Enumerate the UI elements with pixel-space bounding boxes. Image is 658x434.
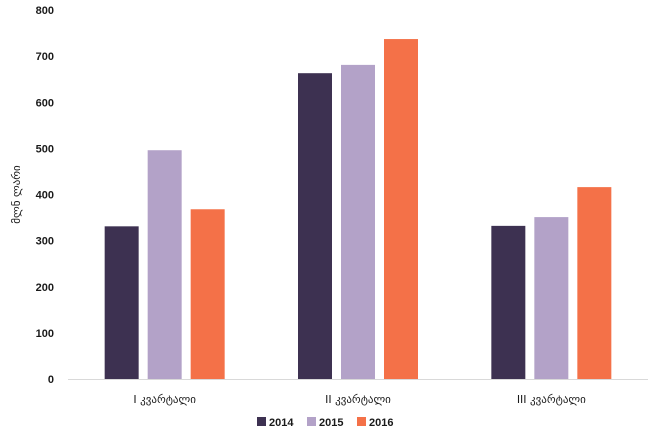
legend-swatch-2016 <box>357 417 366 426</box>
y-axis-ticks: 0 100 200 300 400 500 600 700 800 <box>36 5 54 386</box>
bar-2014-2 <box>298 73 332 379</box>
legend-swatch-2014 <box>257 417 266 426</box>
y-tick-label: 200 <box>36 282 54 294</box>
bars <box>104 39 612 380</box>
y-axis-title: მლნ ლარი <box>10 165 23 224</box>
legend-label-2014: 2014 <box>269 417 294 429</box>
y-tick-label: 100 <box>36 328 54 340</box>
legend-label-2016: 2016 <box>369 417 393 429</box>
legend-label-2015: 2015 <box>319 417 343 429</box>
category-label: II კვარტალი <box>325 393 391 406</box>
y-tick-label: 500 <box>36 143 54 155</box>
y-tick-label: 600 <box>36 97 54 109</box>
bar-2016-3 <box>577 187 612 379</box>
y-tick-label: 700 <box>36 51 54 63</box>
y-tick-label: 300 <box>36 236 54 248</box>
bar-2014-3 <box>491 225 526 379</box>
bar-2014-1 <box>104 226 139 379</box>
y-tick-label: 800 <box>36 5 54 17</box>
x-axis-labels: I კვარტალი II კვარტალი III კვარტალი <box>133 393 586 406</box>
category-label: I კვარტალი <box>133 393 196 406</box>
bar-2015-2 <box>341 64 375 380</box>
category-label: III კვარტალი <box>517 393 586 406</box>
y-tick-label: 400 <box>36 190 54 202</box>
legend: 2014 2015 2016 <box>257 417 393 429</box>
bar-2015-3 <box>534 217 569 379</box>
bar-2015-1 <box>147 150 182 379</box>
bar-2016-2 <box>384 39 418 380</box>
y-tick-label: 0 <box>48 374 54 386</box>
legend-swatch-2015 <box>307 417 316 426</box>
bar-2016-1 <box>190 209 225 379</box>
